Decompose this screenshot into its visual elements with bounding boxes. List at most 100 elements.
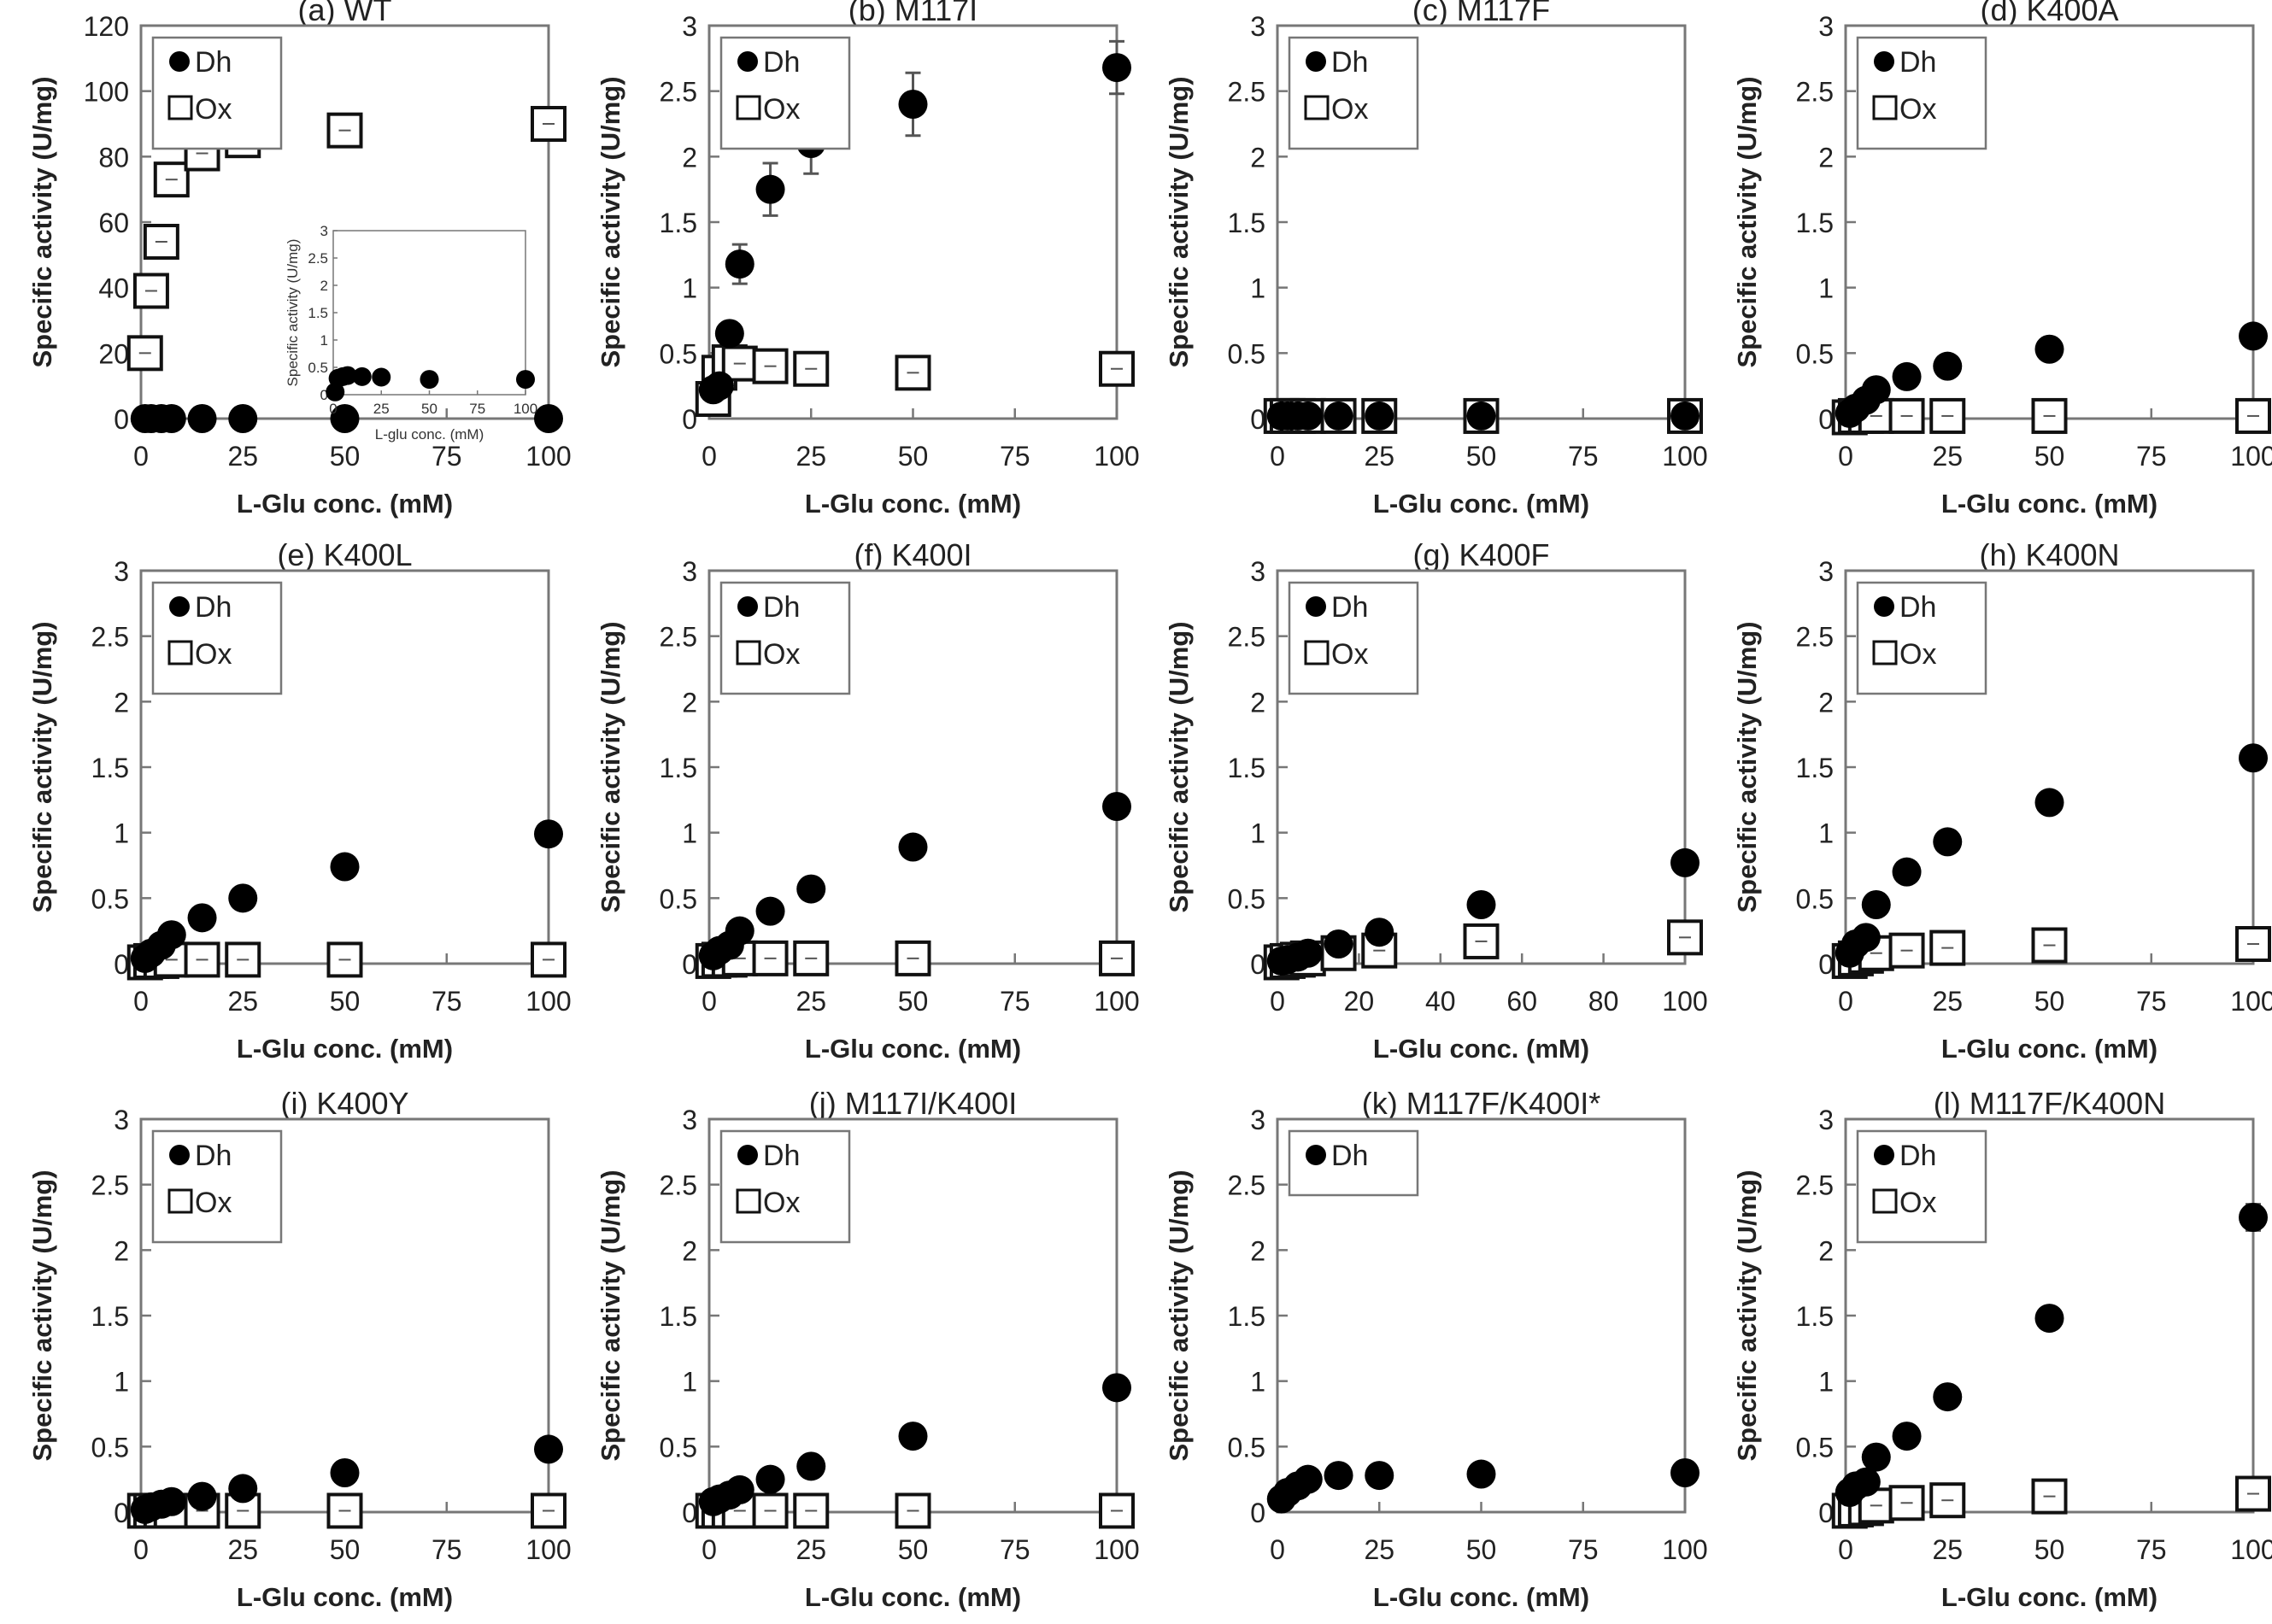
point-dh (1102, 792, 1131, 821)
point-dh (704, 371, 734, 401)
legend-marker-dh (737, 51, 758, 72)
point-dh (534, 1434, 563, 1464)
x-tick-label: 75 (1568, 441, 1599, 472)
panel-title: (d) K400A (1980, 0, 2118, 27)
legend-marker-dh (1306, 596, 1326, 617)
x-tick-label: 100 (525, 986, 571, 1017)
y-tick-label: 1 (1818, 1367, 1834, 1398)
point-dh (1365, 401, 1394, 431)
y-tick-label: 1.5 (660, 1301, 697, 1332)
point-dh (1892, 857, 1922, 887)
chart-panel: (h) K400N 0 0.5 1 1.5 2 2.5 3 0 25 50 75 100 L-Glu co… (1732, 537, 2272, 1064)
point-dh (330, 852, 360, 882)
x-axis-label: L-Glu conc. (mM) (237, 1034, 453, 1064)
y-tick-label: 0 (1250, 949, 1265, 980)
point-dh (1851, 923, 1881, 953)
x-tick-label: 25 (795, 1534, 826, 1565)
y-tick-label: 2 (1250, 687, 1265, 718)
x-axis-label: L-Glu conc. (mM) (805, 489, 1021, 519)
point-dh (228, 1474, 258, 1504)
y-tick-label: 1 (682, 273, 697, 304)
x-tick-label: 25 (1932, 441, 1963, 472)
point-dh (2239, 1203, 2268, 1232)
x-tick-label: 20 (1344, 986, 1375, 1017)
y-tick-label: 20 (98, 338, 129, 369)
point-dh (1933, 351, 1963, 381)
inset-y-tick-label: 3 (320, 223, 328, 239)
y-tick-label: 1 (114, 818, 129, 849)
y-tick-label: 3 (114, 556, 129, 587)
y-axis-label: Specific activity (U/mg) (1164, 621, 1194, 912)
legend-label: Ox (763, 638, 800, 671)
point-dh (187, 1481, 217, 1511)
panel-title: (f) K400I (854, 537, 972, 572)
y-tick-label: 0 (114, 949, 129, 980)
point-ox (793, 350, 830, 387)
x-axis-label: L-Glu conc. (mM) (1941, 1582, 2158, 1612)
y-axis-label: Specific activity (U/mg) (1164, 1170, 1194, 1461)
y-tick-label: 2 (1250, 1235, 1265, 1266)
point-ox (1099, 1492, 1135, 1529)
y-tick-label: 1.5 (1228, 208, 1265, 238)
point-dh (1851, 1467, 1881, 1497)
x-axis-label: L-Glu conc. (mM) (237, 489, 453, 519)
point-dh (725, 1474, 754, 1504)
x-tick-label: 0 (702, 986, 717, 1017)
y-tick-label: 2.5 (91, 622, 129, 653)
x-tick-label: 50 (1466, 1534, 1497, 1565)
y-tick-label: 2.5 (1228, 1170, 1265, 1201)
point-dh (1861, 1442, 1891, 1472)
x-tick-label: 75 (432, 1534, 462, 1565)
legend-label: Ox (1331, 638, 1368, 671)
x-tick-label: 0 (1838, 1534, 1853, 1565)
legend-marker-ox (1872, 640, 1898, 665)
point-ox (752, 1492, 789, 1529)
y-tick-label: 3 (1250, 556, 1265, 587)
legend-label: Dh (1331, 46, 1368, 79)
legend-marker-ox (167, 95, 193, 120)
x-tick-label: 50 (1466, 441, 1497, 472)
y-tick-label: 2 (682, 1235, 697, 1266)
chart-panel: (j) M117I/K400I 0 0.5 1 1.5 2 2.5 3 0 25 50 75 100 L-… (596, 1086, 1140, 1612)
legend-label: Ox (195, 1187, 232, 1219)
legend-label: Dh (195, 591, 232, 624)
y-tick-label: 40 (98, 273, 129, 304)
y-tick-label: 60 (98, 208, 129, 238)
x-tick-label: 100 (2230, 986, 2272, 1017)
x-tick-label: 50 (330, 986, 361, 1017)
legend-marker-dh (169, 1145, 190, 1165)
y-tick-label: 0.5 (1228, 1432, 1265, 1463)
x-tick-label: 75 (1568, 1534, 1599, 1565)
y-tick-label: 1.5 (660, 208, 697, 238)
x-tick-label: 0 (1838, 441, 1853, 472)
point-dh (156, 920, 186, 950)
x-tick-label: 0 (133, 986, 149, 1017)
legend-box (151, 581, 283, 695)
y-tick-label: 2.5 (91, 1170, 129, 1201)
x-tick-label: 100 (525, 441, 571, 472)
y-tick-label: 1.5 (91, 1301, 129, 1332)
x-tick-label: 75 (432, 441, 462, 472)
y-tick-label: 3 (682, 1105, 697, 1135)
y-tick-label: 1.5 (660, 753, 697, 783)
panel-title: (g) K400F (1412, 537, 1549, 572)
x-tick-label: 75 (1000, 986, 1030, 1017)
y-tick-label: 1.5 (1228, 1301, 1265, 1332)
y-axis-label: Specific activity (U/mg) (596, 621, 625, 912)
panel-title: (j) M117I/K400I (809, 1086, 1017, 1121)
legend-label: Ox (1899, 93, 1936, 126)
legend-label: Dh (1331, 591, 1368, 624)
point-dh (2239, 743, 2268, 773)
y-tick-label: 2.5 (660, 622, 697, 653)
y-tick-label: 2.5 (1796, 622, 1834, 653)
x-axis-label: L-Glu conc. (mM) (1941, 489, 2158, 519)
x-tick-label: 25 (1932, 986, 1963, 1017)
chart-panel: (k) M117F/K400I* 0 0.5 1 1.5 2 2.5 3 0 25 50 75 100 L… (1164, 1086, 1708, 1612)
point-dh (2239, 321, 2268, 351)
y-tick-label: 3 (1250, 1105, 1265, 1135)
y-axis-label: Specific activity (U/mg) (1732, 76, 1762, 367)
inset-x-tick-label: 100 (514, 401, 537, 417)
x-tick-label: 80 (1588, 986, 1619, 1017)
legend-label: Ox (195, 638, 232, 671)
y-axis-label: Specific activity (U/mg) (596, 1170, 625, 1461)
